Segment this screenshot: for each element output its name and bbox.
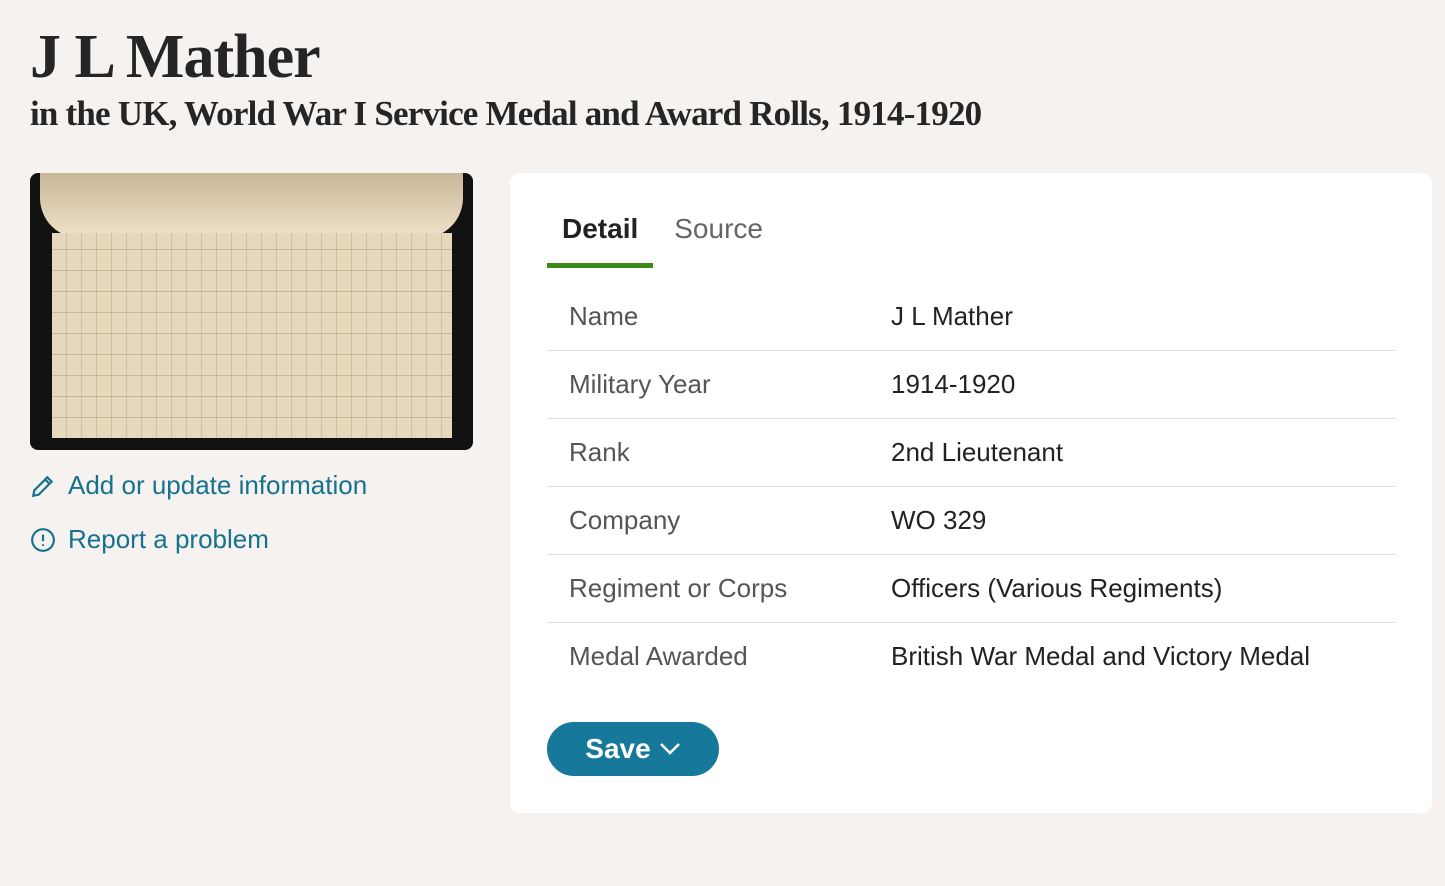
field-value: 1914-1920 — [891, 369, 1016, 399]
ledger-page — [52, 233, 452, 438]
ledger-top — [40, 173, 463, 238]
record-image-thumbnail[interactable] — [30, 173, 473, 450]
add-update-info-link[interactable]: Add or update information — [30, 470, 367, 501]
collection-subtitle: in the UK, World War I Service Medal and… — [30, 94, 982, 133]
detail-table: Name J L Mather Military Year 1914-1920 Ra… — [547, 283, 1395, 690]
field-value: Officers (Various Regiments) — [891, 573, 1223, 603]
add-update-info-label: Add or update information — [68, 470, 368, 500]
report-problem-label: Report a problem — [68, 524, 269, 554]
field-label: Rank — [569, 437, 630, 467]
field-label: Regiment or Corps — [569, 573, 788, 603]
tab-detail[interactable]: Detail — [547, 213, 654, 268]
field-value: WO 329 — [891, 505, 987, 535]
field-value: J L Mather — [891, 301, 1013, 331]
field-label: Name — [569, 301, 639, 331]
table-row: Company WO 329 — [547, 487, 1395, 555]
chevron-down-icon — [659, 743, 680, 755]
record-detail-card: Detail Source Name J L Mather Military Ye… — [510, 173, 1432, 813]
save-button[interactable]: Save — [547, 722, 719, 776]
pencil-icon — [31, 475, 54, 497]
save-label: Save — [585, 733, 651, 764]
field-label: Military Year — [569, 369, 711, 399]
alert-circle-icon — [31, 527, 55, 552]
table-row: Medal Awarded British War Medal and Victo… — [547, 623, 1395, 690]
table-row: Rank 2nd Lieutenant — [547, 419, 1395, 487]
field-label: Medal Awarded — [569, 641, 748, 671]
page-title: J L Mather — [30, 23, 321, 91]
table-row: Name J L Mather — [547, 283, 1395, 351]
tab-source[interactable]: Source — [674, 213, 763, 244]
report-problem-link[interactable]: Report a problem — [30, 524, 269, 555]
tab-bar: Detail Source — [547, 213, 784, 268]
field-value: 2nd Lieutenant — [891, 437, 1064, 467]
field-label: Company — [569, 505, 681, 535]
table-row: Regiment or Corps Officers (Various Regim… — [547, 555, 1395, 623]
table-row: Military Year 1914-1920 — [547, 351, 1395, 419]
field-value: British War Medal and Victory Medal — [891, 641, 1311, 671]
